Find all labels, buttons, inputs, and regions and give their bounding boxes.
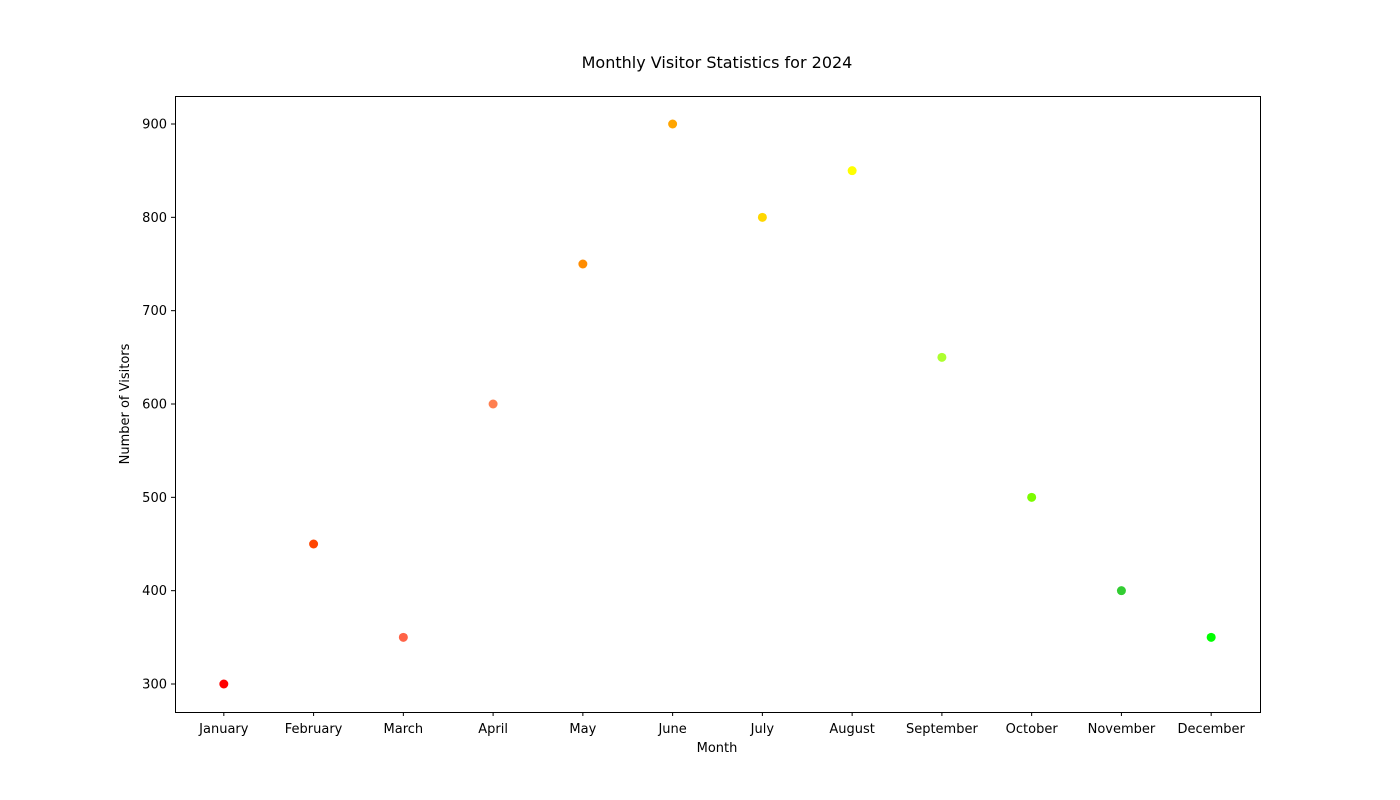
data-point-february: [309, 539, 319, 549]
data-point-august: [847, 166, 857, 176]
y-tick-label: 400: [142, 584, 167, 599]
x-tick-label: March: [384, 722, 424, 737]
y-axis: 300 400 500 600 700 800 900: [142, 118, 175, 693]
x-tick-label: June: [657, 722, 686, 737]
data-point-october: [1027, 492, 1037, 502]
x-tick-label: February: [285, 722, 343, 737]
x-axis-label: Month: [697, 741, 738, 756]
x-tick-label: September: [906, 722, 979, 737]
data-point-december: [1206, 632, 1216, 642]
x-tick-label: January: [198, 722, 249, 737]
data-point-may: [578, 259, 588, 269]
chart-title: Monthly Visitor Statistics for 2024: [582, 53, 853, 72]
x-tick-label: May: [569, 722, 596, 737]
x-axis: January February March April May June July Augu…: [198, 712, 1246, 737]
y-axis-label: Number of Visitors: [118, 343, 133, 464]
y-tick-label: 500: [142, 491, 167, 506]
y-tick-label: 900: [142, 118, 167, 133]
data-point-march: [398, 632, 408, 642]
x-tick-label: November: [1088, 722, 1156, 737]
y-tick-label: 700: [142, 304, 167, 319]
plot-area-frame: [175, 96, 1261, 713]
x-tick-label: December: [1177, 722, 1245, 737]
data-point-april: [488, 399, 498, 409]
data-point-september: [937, 352, 947, 362]
data-points: [219, 119, 1216, 689]
data-point-june: [668, 119, 678, 129]
data-point-january: [219, 679, 229, 689]
y-tick-label: 600: [142, 398, 167, 413]
y-tick-label: 800: [142, 211, 167, 226]
data-point-july: [757, 212, 767, 222]
x-tick-label: April: [478, 722, 508, 737]
data-point-november: [1116, 586, 1126, 596]
y-tick-label: 300: [142, 678, 167, 693]
x-tick-label: October: [1006, 722, 1059, 737]
x-tick-label: August: [829, 722, 875, 737]
x-tick-label: July: [750, 722, 775, 737]
